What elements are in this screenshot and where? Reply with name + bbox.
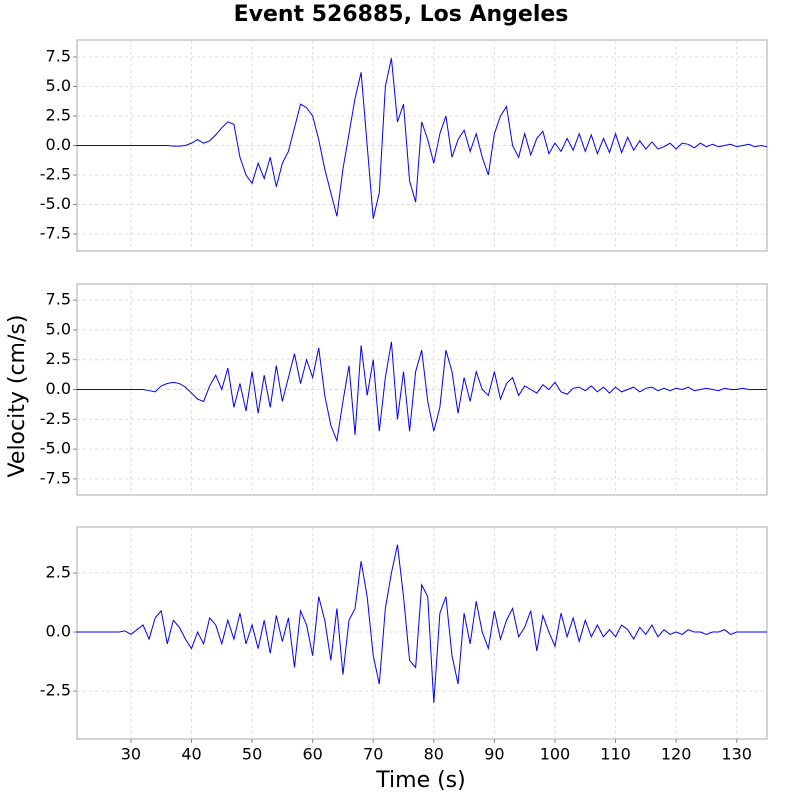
x-tick-label: 120 — [661, 745, 692, 764]
y-tick-label: 5.0 — [46, 76, 71, 95]
y-tick-label: -2.5 — [40, 681, 71, 700]
y-tick-label: 2.5 — [46, 349, 71, 368]
chart-title: Event 526885, Los Angeles — [234, 2, 569, 27]
y-tick-label: 0.0 — [46, 379, 71, 398]
x-tick-label: 50 — [242, 745, 262, 764]
y-tick-label: 7.5 — [46, 46, 71, 65]
x-tick-label: 60 — [302, 745, 322, 764]
y-tick-label: -2.5 — [40, 165, 71, 184]
y-tick-label: 5.0 — [46, 319, 71, 338]
waveform-line — [76, 544, 767, 703]
x-tick-label: 30 — [121, 745, 141, 764]
waveform-line — [76, 341, 767, 443]
x-tick-label: 70 — [363, 745, 383, 764]
x-tick-label: 130 — [721, 745, 752, 764]
y-tick-label: -7.5 — [40, 468, 71, 487]
x-tick-label: 110 — [600, 745, 631, 764]
y-tick-label: 2.5 — [46, 563, 71, 582]
x-tick-label: 40 — [181, 745, 201, 764]
x-tick-label: 90 — [484, 745, 504, 764]
x-axis-label: Time (s) — [375, 768, 465, 793]
y-tick-label: -5.0 — [40, 439, 71, 458]
y-tick-label: 2.5 — [46, 105, 71, 124]
y-tick-label: 0.0 — [46, 622, 71, 641]
y-tick-label: 0.0 — [46, 135, 71, 154]
y-axis-label: Velocity (cm/s) — [5, 315, 30, 478]
plot-frame — [76, 526, 768, 740]
waveform-line — [76, 58, 768, 219]
x-tick-label: 80 — [424, 745, 444, 764]
x-tick-label: 100 — [540, 745, 571, 764]
y-tick-label: -2.5 — [40, 409, 71, 428]
y-tick-label: -5.0 — [40, 194, 71, 213]
y-tick-label: 7.5 — [46, 290, 71, 309]
y-tick-label: -7.5 — [40, 224, 71, 243]
